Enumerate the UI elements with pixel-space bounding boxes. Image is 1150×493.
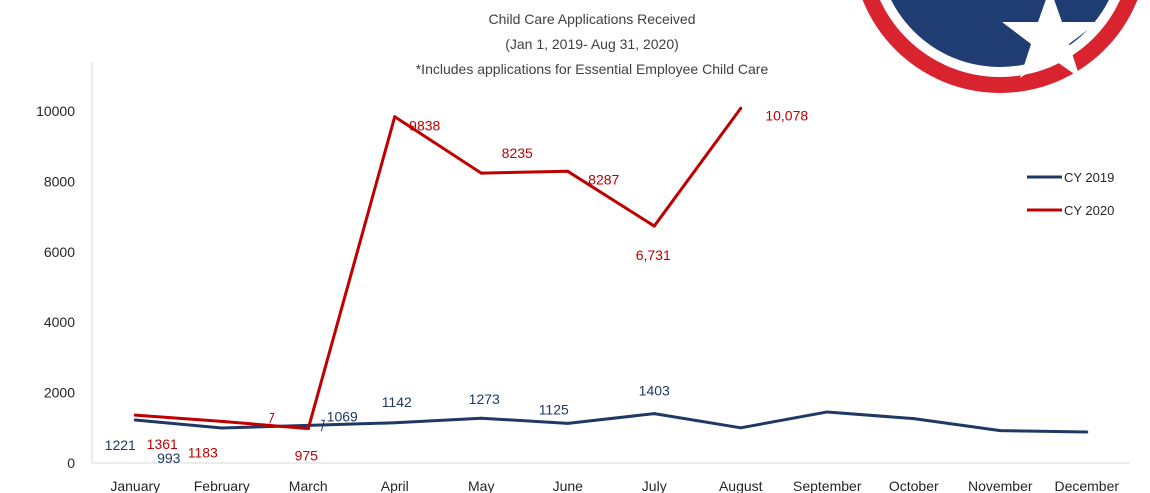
y-tick-label: 0 — [67, 455, 75, 471]
data-label: 10,078 — [765, 107, 808, 123]
data-point — [479, 416, 483, 420]
y-axis-ticks: 0 2000 4000 6000 8000 10000 — [36, 103, 75, 471]
series-layer — [133, 106, 1089, 434]
y-tick-label: 10000 — [36, 103, 75, 119]
y-tick-label: 2000 — [44, 385, 75, 401]
data-label: 1142 — [382, 394, 412, 410]
data-label: 1273 — [469, 391, 500, 407]
x-tick-label: February — [194, 478, 250, 493]
leader-line — [320, 419, 325, 432]
data-label: 6,731 — [636, 247, 671, 263]
x-tick-label: June — [553, 478, 584, 493]
data-labels: 1221 993 1069 1142 1273 1125 1403 1361 1183 975 98… — [105, 107, 809, 466]
data-label: 993 — [157, 450, 181, 466]
data-label: 1125 — [539, 401, 569, 417]
data-point — [998, 429, 1002, 433]
legend-label-cy2019: CY 2019 — [1064, 170, 1114, 185]
logo-star — [1002, 0, 1098, 78]
data-point — [739, 106, 743, 110]
chart-subtitle: (Jan 1, 2019- Aug 31, 2020) — [505, 36, 679, 52]
x-tick-label: May — [468, 478, 494, 493]
x-tick-label: July — [642, 478, 667, 493]
data-point — [566, 421, 570, 425]
data-point — [393, 421, 397, 425]
chart-note: *Includes applications for Essential Emp… — [416, 61, 769, 77]
data-point — [133, 418, 137, 422]
series-line-cy-2020 — [135, 107, 742, 431]
data-point — [566, 169, 570, 173]
leader-line — [269, 412, 275, 424]
x-tick-label: April — [381, 478, 409, 493]
data-point — [1085, 430, 1089, 434]
data-point — [825, 410, 829, 414]
data-point — [739, 426, 743, 430]
legend: CY 2019 CY 2020 — [1027, 170, 1114, 218]
data-point — [479, 171, 483, 175]
y-tick-label: 6000 — [44, 244, 75, 260]
data-point — [133, 413, 137, 417]
y-tick-label: 4000 — [44, 314, 75, 330]
x-tick-label: September — [793, 478, 862, 493]
y-tick-label: 8000 — [44, 173, 75, 189]
data-point — [220, 426, 224, 430]
logo — [862, 0, 1149, 93]
data-point — [220, 419, 224, 423]
x-tick-label: January — [110, 478, 160, 493]
logo-star — [1116, 0, 1149, 52]
data-label: 8287 — [588, 171, 619, 187]
data-label: 1361 — [147, 436, 178, 452]
data-point — [652, 412, 656, 416]
data-label: 1221 — [105, 437, 136, 453]
data-label: 1403 — [639, 383, 670, 399]
data-label: 9838 — [409, 118, 440, 134]
data-point — [652, 224, 656, 228]
x-tick-label: October — [889, 478, 939, 493]
data-label: 1183 — [188, 444, 218, 460]
legend-label-cy2020: CY 2020 — [1064, 203, 1114, 218]
x-tick-label: August — [719, 478, 763, 493]
data-label: 8235 — [502, 145, 533, 161]
data-label: 1069 — [327, 408, 358, 424]
data-point — [306, 427, 310, 431]
x-tick-label: March — [289, 478, 328, 493]
x-axis-ticks: January February March April May June July Augu… — [110, 478, 1119, 493]
series-line-cy-2019 — [135, 410, 1087, 434]
chart-title: Child Care Applications Received — [489, 11, 696, 27]
x-tick-label: December — [1054, 478, 1119, 493]
data-point — [393, 115, 397, 119]
x-tick-label: November — [968, 478, 1033, 493]
data-point — [912, 417, 916, 421]
data-label: 975 — [295, 448, 319, 464]
